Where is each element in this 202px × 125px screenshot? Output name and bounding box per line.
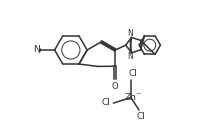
Text: N: N [127,29,133,38]
Text: N: N [33,45,40,54]
Text: Cl: Cl [128,70,137,78]
Text: Cl: Cl [101,98,110,107]
Text: Zn: Zn [124,93,136,102]
Text: O: O [111,82,117,91]
Text: Cl: Cl [136,112,145,121]
Text: ⁻: ⁻ [135,91,140,101]
Text: N: N [127,52,133,61]
